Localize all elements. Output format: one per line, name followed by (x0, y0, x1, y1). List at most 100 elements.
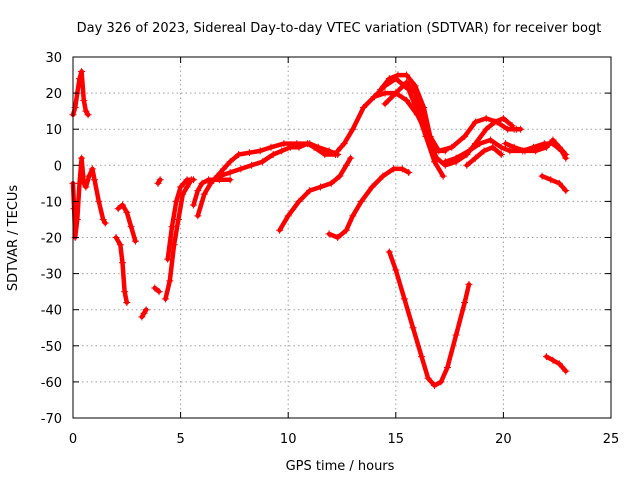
series-arc25 (542, 353, 570, 375)
data-point (248, 161, 256, 169)
series-line (326, 166, 411, 240)
data-point (78, 67, 86, 75)
data-point (381, 82, 389, 90)
series-arc09 (164, 176, 198, 263)
x-tick-label: 5 (176, 432, 184, 447)
series-line (539, 173, 569, 193)
data-point (116, 241, 124, 249)
data-point (78, 154, 86, 162)
data-point (360, 104, 368, 112)
data-point (465, 147, 473, 155)
series-arc17 (377, 71, 518, 155)
data-point (504, 125, 512, 133)
data-point (85, 172, 93, 180)
data-point (461, 132, 469, 140)
data-point (480, 147, 488, 155)
series-line (113, 235, 130, 305)
series-arc13 (276, 154, 355, 234)
y-tick-label: -40 (41, 304, 62, 319)
data-point (194, 212, 202, 220)
data-point (276, 226, 284, 234)
data-point (162, 295, 170, 303)
data-point (327, 179, 335, 187)
data-point (256, 147, 264, 155)
data-point (499, 114, 507, 122)
data-point (547, 176, 555, 184)
series-line (544, 354, 569, 374)
data-point (357, 197, 365, 205)
data-point (258, 158, 266, 166)
data-point (123, 208, 131, 216)
data-point (489, 143, 497, 151)
data-point (443, 363, 451, 371)
data-point (88, 165, 96, 173)
data-point (151, 284, 159, 292)
data-point (334, 147, 342, 155)
data-point (413, 107, 421, 115)
data-point (435, 147, 443, 155)
data-point (118, 201, 126, 209)
data-point (422, 132, 430, 140)
data-point (405, 85, 413, 93)
grid-layer (73, 57, 611, 418)
data-point (452, 331, 460, 339)
series-arc06 (151, 284, 163, 296)
data-point (75, 75, 83, 83)
data-point (385, 248, 393, 256)
data-point (476, 140, 484, 148)
data-point (482, 125, 490, 133)
data-point (166, 277, 174, 285)
series-arc01 (69, 67, 92, 119)
data-point (215, 172, 223, 180)
data-point (198, 179, 206, 187)
data-point (118, 259, 126, 267)
data-point (392, 266, 400, 274)
data-point (177, 183, 185, 191)
data-point (437, 378, 445, 386)
data-point (342, 161, 350, 169)
series-line (217, 141, 338, 179)
data-point (497, 150, 505, 158)
data-point (465, 280, 473, 288)
data-point (99, 215, 107, 223)
data-point (368, 183, 376, 191)
data-point (286, 143, 294, 151)
data-point (174, 215, 182, 223)
x-tick-label: 15 (388, 432, 405, 447)
data-point (131, 237, 139, 245)
data-point (84, 111, 92, 119)
series-line (503, 137, 569, 157)
data-point (482, 114, 490, 122)
data-point (506, 147, 514, 155)
data-point (390, 165, 398, 173)
data-point (183, 176, 191, 184)
data-point (304, 140, 312, 148)
data-point (349, 212, 357, 220)
series-arc22 (512, 125, 525, 133)
series-arc21 (502, 136, 570, 158)
data-point (190, 201, 198, 209)
data-point (95, 197, 103, 205)
data-point (278, 147, 286, 155)
data-point (340, 140, 348, 148)
data-point (237, 165, 245, 173)
data-point (142, 306, 150, 314)
data-point (310, 143, 318, 151)
series-arc02 (69, 154, 109, 241)
data-point (370, 93, 378, 101)
y-tick-label: -10 (41, 195, 62, 210)
data-point (394, 71, 402, 79)
data-point (190, 176, 198, 184)
y-tick-label: 10 (45, 123, 62, 138)
data-point (269, 150, 277, 158)
data-point (403, 71, 411, 79)
data-point (405, 169, 413, 177)
data-point (114, 205, 122, 213)
series-arc18 (370, 75, 447, 180)
y-tick-label: -20 (41, 232, 62, 247)
data-point (420, 104, 428, 112)
data-point (226, 176, 234, 184)
data-point (471, 118, 479, 126)
data-point (284, 212, 292, 220)
data-point (316, 183, 324, 191)
